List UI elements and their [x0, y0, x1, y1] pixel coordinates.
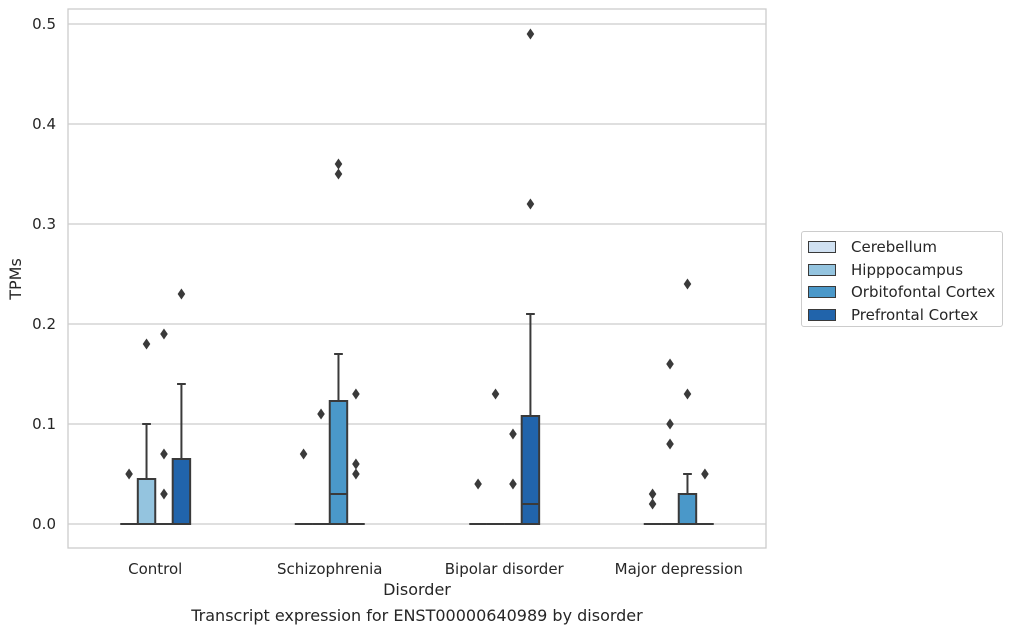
outlier-point: [701, 468, 709, 480]
x-tick-label: Schizophrenia: [277, 560, 382, 578]
box-body: [171, 458, 192, 525]
outlier-point: [299, 448, 308, 460]
outlier-point: [160, 328, 168, 340]
outlier-point: [177, 288, 186, 300]
gridlines: [68, 23, 766, 525]
box-group: [136, 338, 157, 525]
box-series: [120, 28, 714, 525]
y-axis-title: TPMs: [6, 258, 25, 301]
outlier-point: [648, 488, 657, 500]
outlier-point: [509, 428, 517, 440]
outlier-point: [352, 468, 360, 480]
box-group: [643, 488, 662, 525]
outlier-point: [142, 338, 151, 350]
legend-label: Prefrontal Cortex: [851, 305, 979, 324]
legend-label: Cerebellum: [851, 238, 937, 257]
box-group: [677, 278, 698, 525]
outlier-point: [474, 478, 482, 490]
box-body: [677, 493, 698, 525]
box-group: [312, 408, 330, 525]
y-tick-label: 0.0: [32, 515, 56, 533]
box-group: [469, 478, 487, 525]
box-group: [696, 468, 714, 525]
outlier-point: [666, 358, 674, 370]
legend-item: Hipppocampus: [808, 259, 1002, 282]
box-group: [486, 388, 505, 525]
outlier-point: [160, 448, 168, 460]
outlier-point: [666, 438, 674, 450]
outlier-point: [526, 28, 535, 40]
box-body: [328, 400, 349, 525]
y-tick-label: 0.5: [32, 15, 56, 33]
x-tick-label: Control: [128, 560, 182, 578]
legend: Cerebellum Hipppocampus Orbitofontal Corte…: [801, 231, 1003, 327]
legend-item: Prefrontal Cortex: [808, 304, 1002, 327]
outlier-point: [334, 168, 343, 180]
legend-swatch: [808, 308, 836, 321]
outlier-point: [491, 388, 500, 400]
outlier-point: [648, 498, 657, 510]
plot-frame: [67, 8, 767, 549]
box-body: [520, 415, 541, 525]
x-tick-label: Major depression: [615, 560, 743, 578]
outlier-point: [526, 198, 535, 210]
x-axis-ticks: Control Schizophrenia Bipolar disorder Majo…: [128, 560, 743, 578]
outlier-point: [683, 388, 692, 400]
box-group: [120, 468, 138, 525]
outlier-point: [509, 478, 517, 490]
y-tick-label: 0.2: [32, 315, 56, 333]
chart-caption: Transcript expression for ENST0000064098…: [191, 606, 643, 625]
box-group: [294, 448, 313, 525]
box-group: [347, 388, 365, 525]
legend-item: Cerebellum: [808, 236, 1002, 259]
outlier-point: [666, 418, 674, 430]
legend-swatch: [808, 263, 836, 276]
legend-item: Orbitofontal Cortex: [808, 281, 1002, 304]
legend-swatch: [808, 286, 836, 299]
box-group: [520, 28, 541, 525]
box-group: [155, 328, 173, 525]
outlier-point: [160, 488, 168, 500]
box-group: [328, 158, 349, 525]
x-axis-title: Disorder: [383, 580, 451, 599]
y-tick-label: 0.3: [32, 215, 56, 233]
y-axis-ticks: 0.0 0.1 0.2 0.3 0.4 0.5: [32, 15, 56, 533]
outlier-point: [352, 458, 360, 470]
legend-label: Hipppocampus: [851, 260, 964, 279]
outlier-point: [683, 278, 692, 290]
legend-label: Orbitofontal Cortex: [851, 283, 996, 302]
box-group: [171, 288, 192, 525]
box-body: [136, 478, 157, 525]
box-group: [661, 358, 679, 525]
y-tick-label: 0.4: [32, 115, 56, 133]
legend-swatch: [808, 241, 836, 254]
box-group: [504, 428, 522, 525]
outlier-point: [334, 158, 343, 170]
outlier-point: [352, 388, 360, 400]
outlier-point: [125, 468, 133, 480]
y-tick-label: 0.1: [32, 415, 56, 433]
outlier-point: [317, 408, 325, 420]
x-tick-label: Bipolar disorder: [445, 560, 565, 578]
